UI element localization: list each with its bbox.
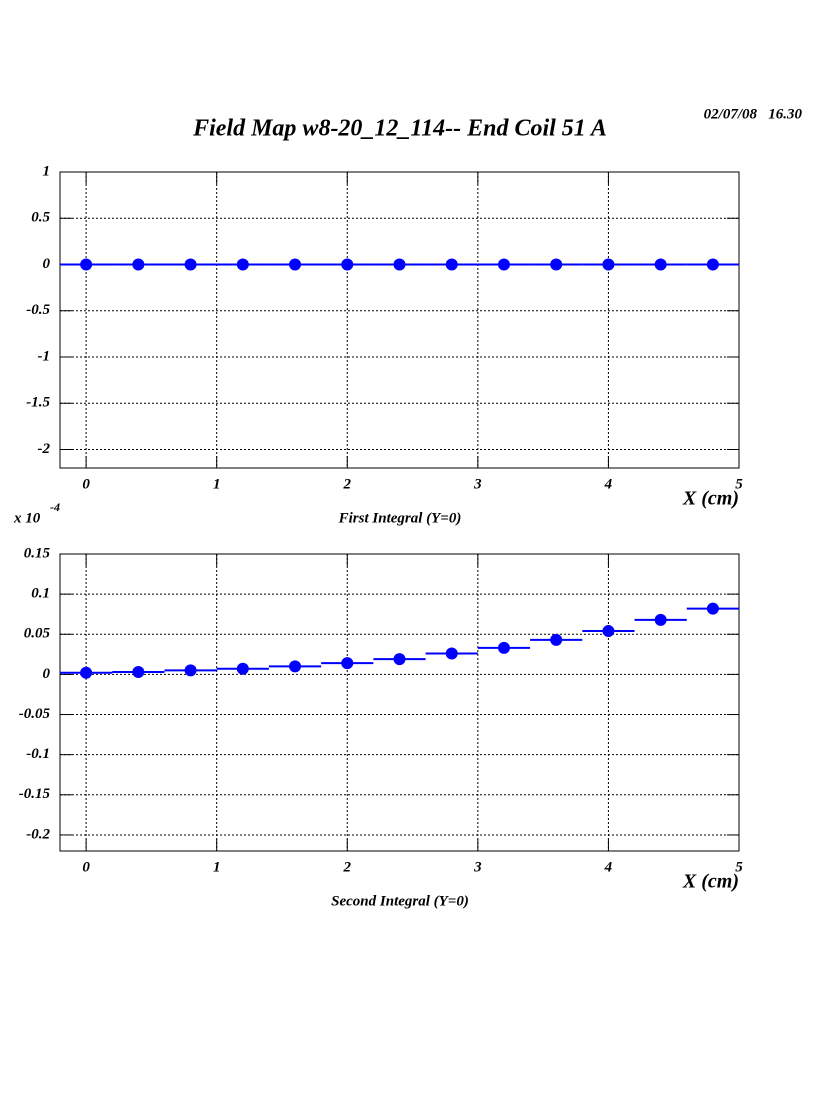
x-axis-label: X (cm) xyxy=(682,871,739,893)
page-title: Field Map w8-20_12_114-- End Coil 51 A xyxy=(192,116,607,142)
y-multiplier: x 10 xyxy=(13,510,41,526)
marker xyxy=(654,258,667,271)
marker xyxy=(184,664,197,677)
y-tick-label: -0.15 xyxy=(19,786,51,802)
x-tick-label: 1 xyxy=(213,476,221,492)
marker xyxy=(706,258,719,271)
marker xyxy=(341,657,354,670)
y-tick-label: -1.5 xyxy=(26,395,50,411)
plot-frame xyxy=(59,171,740,469)
marker xyxy=(289,660,302,673)
y-multiplier-exponent: -4 xyxy=(50,500,60,514)
x-tick-label: 5 xyxy=(735,859,743,875)
marker xyxy=(341,258,354,271)
x-tick-label: 2 xyxy=(343,859,352,875)
marker xyxy=(184,258,197,271)
y-tick-label: 1 xyxy=(43,163,51,179)
y-tick-label: 0 xyxy=(43,256,51,272)
marker xyxy=(497,641,510,654)
marker xyxy=(80,258,93,271)
chart-caption: First Integral (Y=0) xyxy=(338,510,462,526)
marker xyxy=(445,647,458,660)
timestamp: 02/07/08 16.30 xyxy=(704,106,803,122)
y-tick-label: -0.2 xyxy=(26,826,50,842)
marker xyxy=(602,625,615,638)
marker xyxy=(445,258,458,271)
y-tick-label: 0.1 xyxy=(31,586,50,602)
x-tick-label: 4 xyxy=(604,476,613,492)
marker xyxy=(289,258,302,271)
x-tick-label: 4 xyxy=(604,859,613,875)
marker xyxy=(550,633,563,646)
marker xyxy=(654,613,667,626)
x-tick-label: 3 xyxy=(473,476,482,492)
y-tick-label: 0 xyxy=(43,666,51,682)
y-tick-label: -0.1 xyxy=(26,746,50,762)
y-tick-label: -1 xyxy=(38,348,51,364)
marker xyxy=(132,258,145,271)
marker xyxy=(393,653,406,666)
x-tick-label: 3 xyxy=(473,859,482,875)
x-axis-label: X (cm) xyxy=(682,488,739,510)
y-tick-label: 0.5 xyxy=(31,210,50,226)
x-tick-label: 1 xyxy=(213,859,221,875)
marker xyxy=(132,665,145,678)
x-tick-label: 5 xyxy=(735,476,743,492)
y-tick-label: -0.5 xyxy=(26,302,50,318)
marker xyxy=(602,258,615,271)
x-tick-label: 0 xyxy=(82,859,90,875)
y-tick-label: 0.15 xyxy=(24,545,51,561)
y-tick-label: -0.05 xyxy=(19,706,51,722)
marker xyxy=(706,602,719,615)
marker xyxy=(236,662,249,675)
y-tick-label: 0.05 xyxy=(24,626,51,642)
y-tick-label: -2 xyxy=(38,441,51,457)
x-tick-label: 2 xyxy=(343,476,352,492)
plot-frame xyxy=(59,553,740,852)
marker xyxy=(393,258,406,271)
chart-caption: Second Integral (Y=0) xyxy=(331,893,469,909)
x-tick-label: 0 xyxy=(82,476,90,492)
marker xyxy=(236,258,249,271)
marker xyxy=(497,258,510,271)
marker xyxy=(550,258,563,271)
marker xyxy=(80,666,93,679)
